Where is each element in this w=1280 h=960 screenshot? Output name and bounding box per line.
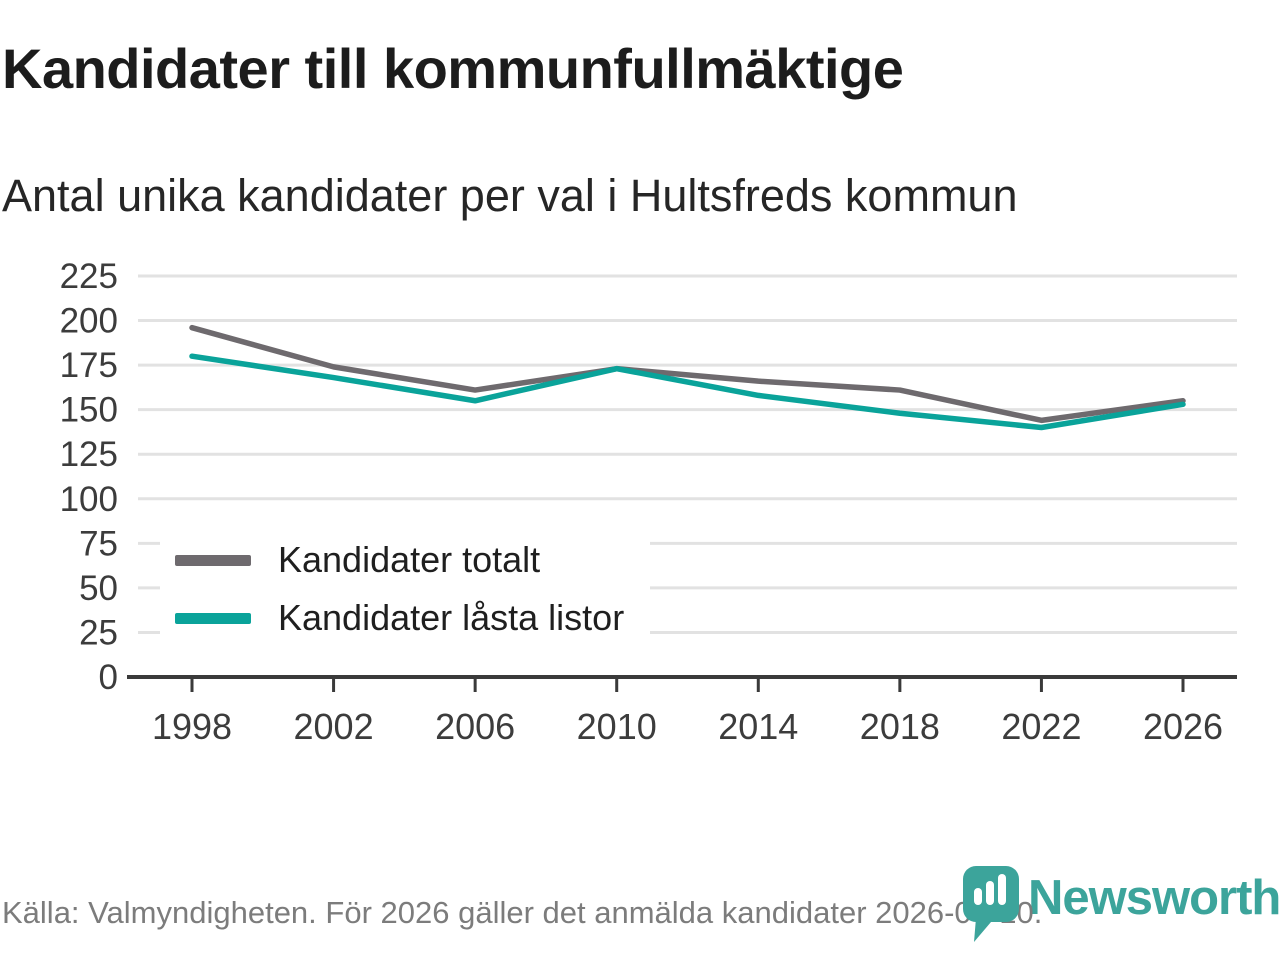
source-note: Källa: Valmyndigheten. För 2026 gäller d… — [2, 895, 1043, 930]
y-tick-label: 50 — [79, 569, 118, 608]
legend-label-locked-lists: Kandidater låsta listor — [278, 597, 625, 638]
chart-title: Kandidater till kommunfullmäktige — [2, 37, 904, 100]
x-tick-label: 2010 — [577, 706, 657, 747]
series-line-total — [189, 324, 1186, 424]
y-tick-label: 225 — [60, 257, 118, 296]
chart-legend: Kandidater totalt Kandidater låsta listo… — [160, 531, 650, 647]
x-tick-label: 1998 — [152, 706, 232, 747]
y-tick-label: 150 — [60, 391, 118, 430]
legend-swatch-total — [175, 554, 251, 566]
x-tick-label: 2006 — [435, 706, 515, 747]
newsworthy-wordmark: Newsworthy — [1028, 871, 1280, 925]
y-tick-label: 0 — [99, 658, 118, 697]
y-tick-label: 100 — [60, 480, 118, 519]
y-tick-label: 125 — [60, 435, 118, 474]
y-tick-label: 175 — [60, 346, 118, 385]
newsworthy-pin-icon — [963, 866, 1019, 942]
x-tick-label: 2002 — [294, 706, 374, 747]
chart-subtitle: Antal unika kandidater per val i Hultsfr… — [2, 170, 1018, 221]
y-tick-label: 25 — [79, 613, 118, 652]
legend-swatch-locked-lists — [175, 612, 251, 624]
y-tick-label: 200 — [60, 302, 118, 341]
series-line-locked-lists — [189, 353, 1186, 431]
x-tick-label: 2014 — [718, 706, 798, 747]
x-tick-label: 2026 — [1143, 706, 1223, 747]
legend-item-locked-lists: Kandidater låsta listor — [160, 592, 650, 644]
x-tick-label: 2018 — [860, 706, 940, 747]
legend-label-total: Kandidater totalt — [278, 539, 541, 580]
x-tick-label: 2022 — [1001, 706, 1081, 747]
y-tick-label: 75 — [79, 524, 118, 563]
legend-item-total: Kandidater totalt — [160, 534, 650, 586]
